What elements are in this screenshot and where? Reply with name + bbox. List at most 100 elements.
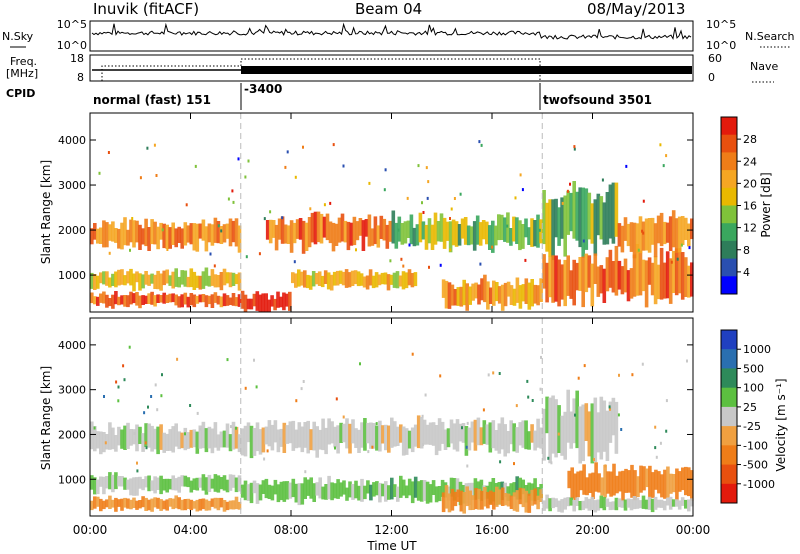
velocity-cell: [486, 491, 490, 509]
velocity-speckle: [371, 445, 374, 449]
velocity-cell: [563, 411, 567, 460]
noise-left-label: N.Sky: [2, 30, 34, 43]
velocity-cell: [566, 497, 570, 507]
velocity-cell: [294, 483, 299, 503]
power-speckle: [302, 145, 304, 149]
velocity-cell: [654, 469, 658, 490]
velocity-cell: [642, 466, 646, 491]
power-cell: [114, 228, 118, 243]
power-cell: [198, 294, 203, 303]
power-cell: [489, 287, 493, 304]
power-colorbar-swatch: [721, 240, 737, 260]
power-cell: [453, 289, 458, 306]
velocity-cell: [596, 412, 601, 453]
velocity-cell: [186, 432, 191, 449]
velocity-cell: [291, 420, 296, 451]
velocity-cell: [186, 477, 191, 488]
velocity-cell: [300, 483, 305, 505]
velocity-cell: [521, 479, 525, 495]
power-cell: [183, 270, 188, 287]
power-cell: [671, 250, 676, 293]
velocity-cell: [144, 476, 148, 488]
power-speckle: [329, 201, 332, 205]
power-cell: [329, 274, 334, 291]
power-cell: [165, 269, 169, 284]
velocity-speckle: [133, 432, 136, 435]
noise-trace: [91, 22, 692, 41]
power-cell: [533, 220, 537, 247]
power-cell: [189, 268, 194, 288]
power-cell: [347, 272, 352, 288]
velocity-cell: [243, 480, 248, 501]
power-cell: [156, 226, 160, 250]
power-cell: [512, 216, 516, 242]
velocity-cell: [470, 421, 475, 443]
velocity-cell: [261, 480, 266, 494]
power-colorbar-tick-label: 24: [743, 155, 757, 168]
power-cell: [647, 257, 652, 285]
velocity-cell: [573, 473, 577, 500]
velocity-cell: [578, 406, 582, 464]
power-cell: [536, 285, 540, 306]
power-speckle: [220, 229, 223, 233]
power-cell: [512, 288, 517, 306]
velocity-cell: [495, 486, 499, 507]
power-cell: [150, 291, 154, 305]
velocity-speckle: [531, 399, 534, 402]
velocity-colorbar-swatch: [721, 406, 737, 427]
velocity-cell: [506, 431, 510, 454]
power-cell: [436, 221, 441, 242]
velocity-cell: [587, 498, 592, 511]
power-cell: [629, 268, 634, 299]
velocity-speckle: [226, 358, 229, 362]
time-tick-label: 16:00: [475, 523, 510, 537]
velocity-cell: [632, 496, 637, 510]
velocity-cell: [503, 493, 508, 506]
power-cell: [608, 184, 613, 239]
velocity-cell: [369, 484, 373, 501]
power-cell: [410, 273, 415, 288]
velocity-cell: [177, 476, 181, 493]
power-cell: [297, 269, 301, 287]
power-speckle: [676, 257, 679, 261]
velocity-cell: [413, 424, 418, 447]
power-speckle: [139, 176, 142, 180]
velocity-cell: [431, 422, 436, 446]
power-speckle: [332, 143, 335, 147]
velocity-cell: [629, 499, 634, 511]
power-cell: [383, 272, 388, 285]
velocity-speckle: [482, 408, 485, 412]
power-speckle: [439, 263, 442, 267]
power-cell: [294, 273, 298, 288]
power-cell: [448, 221, 453, 253]
velocity-cell: [602, 497, 607, 511]
power-speckle: [213, 264, 216, 268]
power-cell: [620, 225, 625, 253]
power-cell: [647, 218, 652, 253]
power-cell: [120, 269, 124, 285]
velocity-speckle: [104, 441, 107, 445]
velocity-cell: [671, 499, 676, 507]
freq-band: [241, 66, 692, 74]
velocity-cell: [255, 422, 260, 452]
power-cell: [326, 272, 331, 290]
velocity-speckle: [235, 426, 237, 430]
power-cell: [117, 228, 121, 249]
power-cell: [353, 270, 358, 285]
velocity-cell: [620, 500, 625, 508]
power-speckle: [227, 197, 230, 201]
power-cell: [362, 276, 367, 288]
velocity-speckle: [136, 469, 139, 473]
velocity-speckle: [526, 379, 529, 383]
power-cell: [650, 217, 655, 245]
velocity-cell: [360, 478, 364, 502]
velocity-speckle: [527, 395, 530, 399]
power-cell: [322, 216, 327, 238]
velocity-cell: [437, 418, 442, 451]
velocity-speckle: [295, 399, 298, 403]
velocity-cell: [219, 431, 224, 448]
power-speckle: [402, 264, 405, 268]
velocity-cell: [273, 479, 278, 495]
power-cell: [373, 216, 378, 245]
velocity-cell: [660, 474, 664, 498]
